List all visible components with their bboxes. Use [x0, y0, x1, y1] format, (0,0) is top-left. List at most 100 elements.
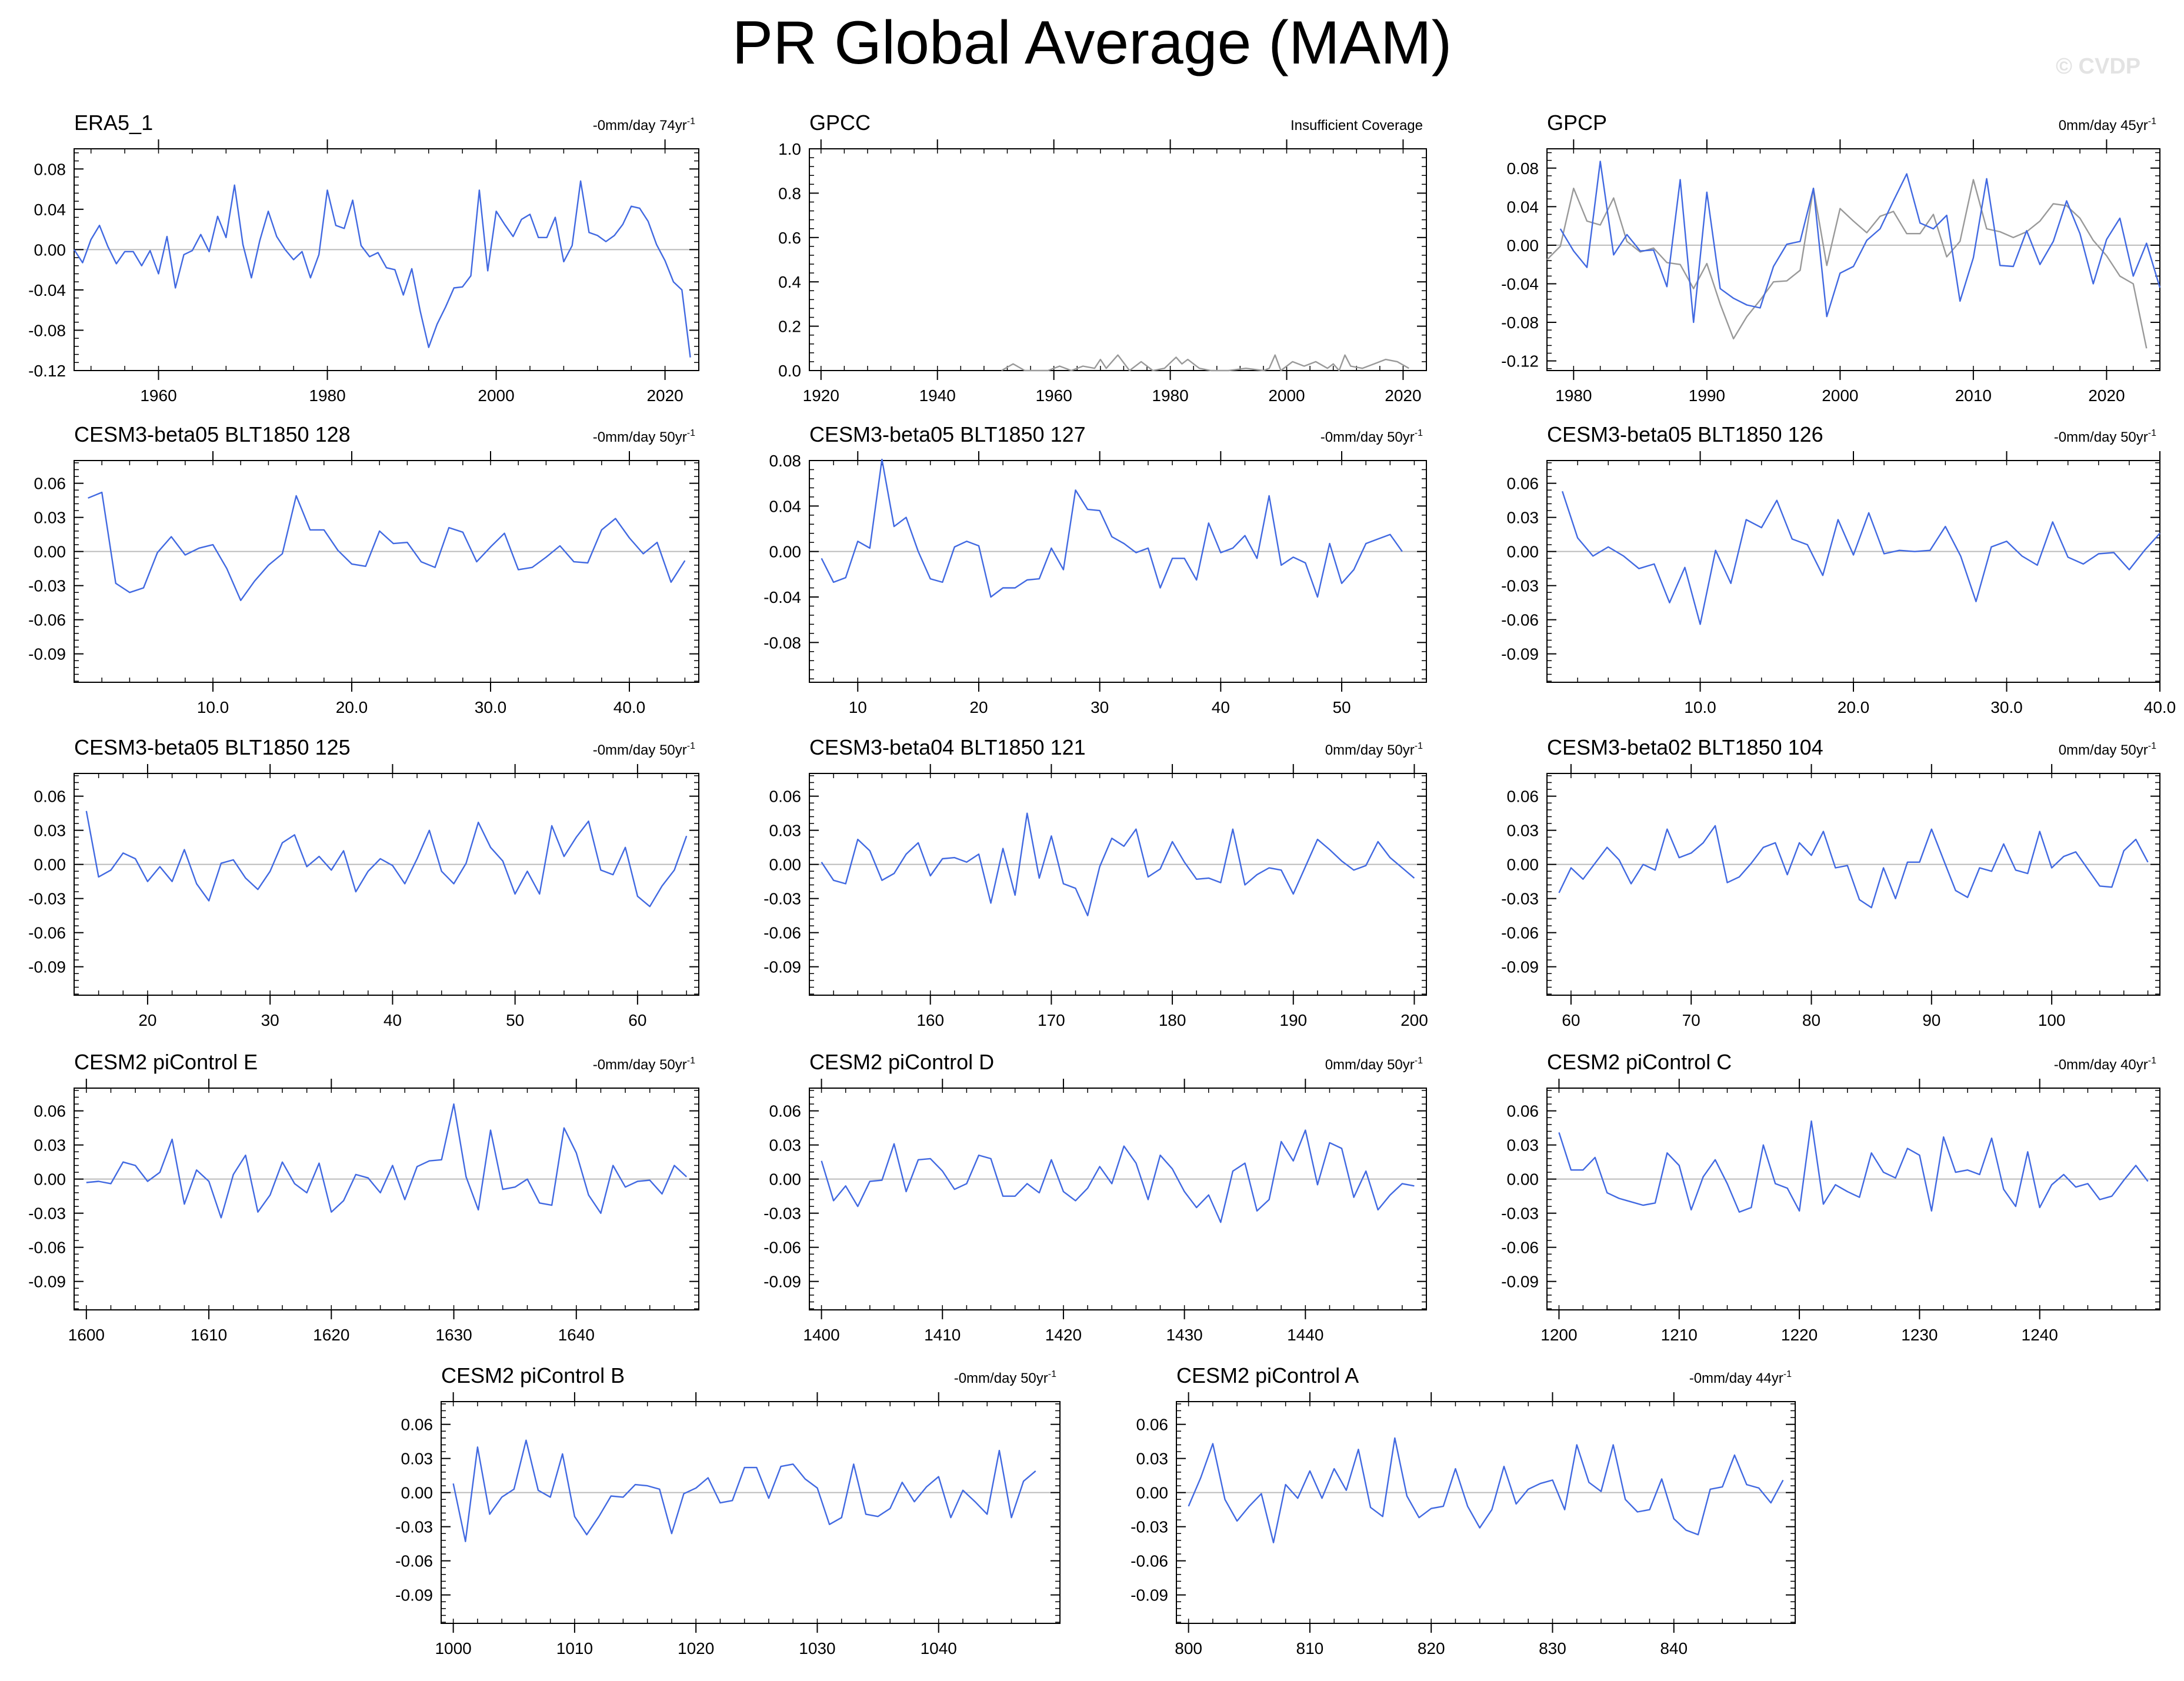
- x-tick-label: 830: [1539, 1639, 1566, 1657]
- y-tick-label: 0.2: [778, 318, 801, 336]
- y-tick-label: 0.00: [1507, 1170, 1539, 1189]
- chart-panel: 60 70 80 90 100 -0.09 -0.06 -0.03 0.00 0.03 0.06 CE…: [1501, 735, 2160, 1029]
- y-tick-label: -0.06: [763, 1239, 801, 1257]
- x-tick-label: 1230: [1901, 1326, 1938, 1344]
- plot-frame: [809, 460, 1427, 683]
- series-line: [821, 812, 1415, 916]
- x-tick-label: 1040: [921, 1639, 957, 1657]
- trend-annotation: 0mm/day 50yr-1: [1325, 1056, 1423, 1073]
- trend-text: -0mm/day 50yr: [1321, 429, 1415, 445]
- trend-annotation: -0mm/day 74yr-1: [593, 116, 695, 134]
- series-line: [1559, 161, 2161, 323]
- trend-text: -0mm/day 40yr: [2054, 1057, 2148, 1073]
- y-tick-label: -0.06: [1501, 611, 1539, 629]
- x-tick-label: 1030: [799, 1639, 835, 1657]
- x-tick-label: 1960: [1035, 386, 1072, 405]
- series-line: [88, 491, 686, 601]
- x-tick-label: 80: [1802, 1011, 1820, 1029]
- plot-frame: [441, 1401, 1061, 1624]
- chart-panel: 1000 1010 1020 1030 1040 -0.09 -0.06 -0.03 0.00 0…: [395, 1363, 1061, 1657]
- y-tick-label: 0.00: [34, 856, 66, 874]
- y-tick-label: -0.09: [1501, 1273, 1539, 1291]
- trend-annotation: -0mm/day 50yr-1: [593, 741, 695, 758]
- x-tick-label: 20.0: [336, 698, 368, 716]
- y-tick-label: -0.09: [28, 1273, 66, 1291]
- y-tick-label: 1.0: [778, 140, 801, 158]
- plot-frame: [1546, 460, 2160, 683]
- trend-text: 0mm/day 50yr: [2059, 742, 2148, 758]
- trend-exponent: -1: [687, 1056, 695, 1066]
- trend-annotation: -0mm/day 50yr-1: [593, 1056, 695, 1073]
- plot-frame: [74, 773, 699, 996]
- x-tick-label: 20: [969, 698, 988, 716]
- x-tick-label: 200: [1401, 1011, 1428, 1029]
- trend-exponent: -1: [687, 116, 695, 126]
- x-tick-label: 1020: [678, 1639, 714, 1657]
- plot-frame: [1546, 1088, 2160, 1310]
- x-tick-label: 60: [1562, 1011, 1580, 1029]
- x-tick-label: 160: [916, 1011, 944, 1029]
- x-tick-label: 1420: [1045, 1326, 1082, 1344]
- y-tick-label: 0.06: [1507, 788, 1539, 806]
- panel-title: CESM2 piControl B: [441, 1363, 625, 1388]
- x-tick-label: 40.0: [2144, 698, 2176, 716]
- y-tick-label: 0.04: [1507, 198, 1539, 216]
- plot-frame: [1176, 1401, 1796, 1624]
- panel-title: CESM3-beta05 BLT1850 125: [74, 735, 351, 759]
- y-tick-label: -0.09: [1501, 958, 1539, 976]
- y-tick-label: 0.03: [34, 822, 66, 840]
- chart-panel: 20 30 40 50 60 -0.09 -0.06 -0.03 0.00 0.03 0.06 CES…: [28, 735, 699, 1029]
- plot-frame: [74, 1088, 699, 1310]
- x-tick-label: 50: [506, 1011, 524, 1029]
- x-tick-label: 1640: [558, 1326, 595, 1344]
- plot-frame: [74, 460, 699, 683]
- x-tick-label: 30: [261, 1011, 279, 1029]
- y-tick-label: 0.4: [778, 273, 801, 291]
- series-line: [1001, 354, 1409, 372]
- y-tick-label: 0.00: [769, 543, 802, 561]
- x-tick-label: 2000: [478, 386, 514, 405]
- y-tick-label: -0.06: [763, 924, 801, 942]
- trend-annotation: 0mm/day 45yr-1: [2059, 116, 2156, 134]
- y-tick-label: 0.06: [1507, 475, 1539, 493]
- trend-annotation: Insufficient Coverage: [1291, 118, 1423, 134]
- y-tick-label: -0.06: [395, 1552, 433, 1570]
- x-tick-label: 2010: [1955, 386, 1992, 405]
- y-tick-label: -0.06: [1131, 1552, 1168, 1570]
- x-tick-label: 40: [384, 1011, 402, 1029]
- chart-panel: 10 20 30 40 50 -0.08 -0.04 0.00 0.04 0.08 CESM3-be…: [763, 422, 1427, 716]
- trend-exponent: -1: [2148, 741, 2156, 751]
- trend-text: -0mm/day 44yr: [1689, 1370, 1783, 1386]
- y-tick-label: 0.03: [1507, 1136, 1539, 1155]
- chart-panel: 10.0 20.0 30.0 40.0 -0.09 -0.06 -0.03 0.00 0.03 0…: [28, 422, 699, 716]
- cvdp-watermark: © CVDP: [2056, 54, 2141, 79]
- panel-title: CESM3-beta05 BLT1850 126: [1547, 422, 1823, 446]
- trend-exponent: -1: [2148, 428, 2156, 438]
- x-tick-label: 1440: [1287, 1326, 1323, 1344]
- y-tick-label: -0.03: [28, 577, 66, 595]
- y-tick-label: -0.04: [1501, 275, 1539, 293]
- trend-exponent: -1: [1415, 741, 1423, 751]
- panel-title: GPCC: [809, 111, 871, 135]
- series-line: [1188, 1437, 1784, 1543]
- y-tick-label: -0.08: [28, 321, 66, 339]
- y-tick-label: -0.03: [395, 1518, 433, 1536]
- y-tick-label: 0.6: [778, 229, 801, 247]
- y-tick-label: 0.06: [34, 788, 66, 806]
- chart-panel: 10.0 20.0 30.0 40.0 -0.09 -0.06 -0.03 0.00 0.03 0…: [1501, 422, 2176, 716]
- y-tick-label: -0.03: [763, 1205, 801, 1223]
- trend-text: 0mm/day 45yr: [2059, 118, 2148, 134]
- x-tick-label: 100: [2038, 1011, 2066, 1029]
- trend-exponent: -1: [687, 428, 695, 438]
- x-tick-label: 180: [1159, 1011, 1186, 1029]
- x-tick-label: 1220: [1781, 1326, 1818, 1344]
- x-tick-label: 190: [1279, 1011, 1307, 1029]
- x-tick-label: 1210: [1661, 1326, 1698, 1344]
- y-tick-label: 0.8: [778, 184, 801, 202]
- y-tick-label: 0.00: [1136, 1484, 1169, 1502]
- y-tick-label: 0.0: [778, 362, 801, 380]
- chart-panel: 1600 1610 1620 1630 1640 -0.09 -0.06 -0.03 0.00 0…: [28, 1050, 699, 1344]
- x-tick-label: 1400: [803, 1326, 839, 1344]
- y-tick-label: 0.06: [1507, 1102, 1539, 1120]
- x-tick-label: 90: [1922, 1011, 1940, 1029]
